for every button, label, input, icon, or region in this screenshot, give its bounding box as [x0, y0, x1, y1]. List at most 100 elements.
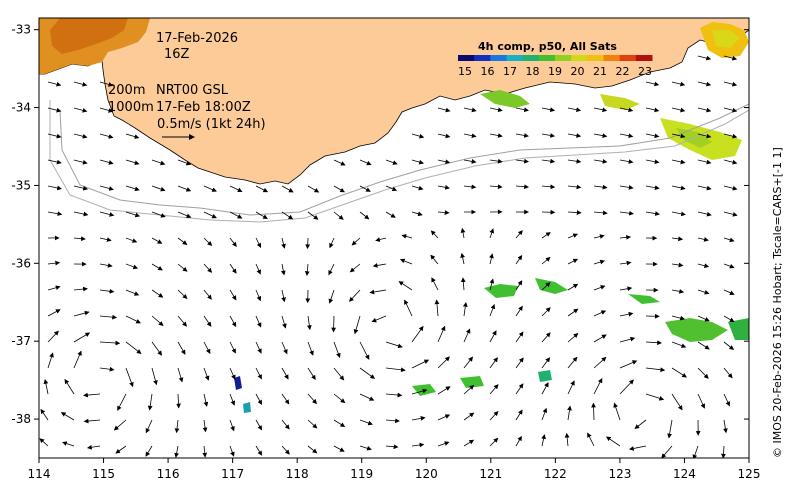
colorbar-tick-label: 22: [616, 65, 630, 78]
current-arrow: [229, 315, 237, 328]
current-arrow: [151, 341, 163, 356]
current-arrow: [115, 445, 127, 454]
current-arrow: [437, 107, 451, 113]
current-arrow: [593, 133, 608, 138]
credit-label: © IMOS 20-Feb-2026 15:26 Hobart; Tscale=…: [771, 147, 784, 458]
current-arrow: [515, 107, 529, 113]
current-arrow: [151, 185, 166, 192]
current-arrow: [307, 445, 318, 454]
current-arrow: [359, 211, 370, 220]
current-arrow: [613, 402, 621, 421]
current-arrow: [593, 210, 608, 216]
current-arrow: [723, 393, 730, 407]
current-arrow: [515, 383, 524, 395]
current-arrow: [645, 367, 666, 373]
current-arrow: [697, 107, 712, 113]
current-arrow: [281, 237, 286, 249]
colorbar-swatch: [619, 55, 637, 61]
current-arrow: [73, 81, 88, 87]
hour-label: 16Z: [164, 47, 190, 62]
current-arrow: [255, 419, 263, 431]
sst-patch-northeast-core: [712, 30, 740, 48]
current-arrow: [399, 258, 413, 265]
current-arrow: [99, 340, 121, 346]
current-arrow: [671, 81, 686, 87]
current-arrow: [47, 285, 61, 291]
current-arrow: [593, 184, 608, 190]
sst-patch-offshore-9: [234, 376, 242, 390]
current-arrow: [411, 211, 423, 217]
current-arrow: [307, 341, 314, 356]
current-arrow: [125, 185, 140, 192]
current-arrow: [671, 341, 687, 348]
colorbar-tick-label: 15: [458, 65, 472, 78]
scale-label: 0.5m/s (1kt 24h): [157, 117, 266, 132]
current-arrow: [349, 263, 361, 273]
current-arrow: [329, 237, 335, 249]
current-arrow: [723, 211, 738, 217]
x-axis: 114 115 116 117 118 119 120 121 122 123 124 125: [28, 458, 760, 481]
current-arrow: [385, 211, 396, 218]
colorbar-tick-label: 21: [593, 65, 607, 78]
current-arrow: [697, 159, 712, 165]
colorbar-labels: 15 16 17 18 19 20 21 22 23: [458, 65, 652, 78]
current-arrow: [331, 315, 337, 333]
current-arrow: [697, 55, 712, 61]
current-arrow: [645, 393, 665, 401]
current-arrow: [229, 419, 235, 432]
current-arrow: [99, 81, 114, 87]
current-arrow: [411, 325, 424, 343]
colorbar-tick-label: 20: [571, 65, 585, 78]
current-arrow: [515, 305, 523, 317]
current-arrow: [280, 263, 286, 276]
current-arrow: [47, 81, 62, 87]
current-arrow: [671, 107, 686, 113]
current-arrow: [229, 263, 237, 274]
current-arrow: [541, 434, 546, 447]
current-arrow: [567, 333, 579, 343]
current-arrow: [73, 332, 91, 343]
current-arrow: [515, 158, 529, 164]
current-arrow: [697, 341, 710, 350]
current-arrow: [587, 432, 595, 447]
current-arrow: [369, 289, 387, 295]
current-arrow: [147, 393, 153, 411]
contour-200m: [59, 103, 749, 216]
current-arrow: [117, 393, 127, 411]
depth-label-200: 200m: [108, 83, 145, 98]
current-arrow: [151, 367, 158, 386]
current-arrow: [515, 230, 523, 239]
x-tick-label: 114: [28, 467, 51, 481]
current-arrow: [567, 356, 578, 369]
current-arrow: [723, 367, 733, 379]
current-arrow: [567, 184, 582, 190]
current-arrow: [671, 315, 686, 321]
current-arrow: [697, 211, 712, 217]
current-arrow: [229, 237, 237, 248]
current-arrow: [593, 234, 605, 239]
y-tick-label: -35: [11, 178, 31, 192]
current-arrow: [99, 237, 112, 242]
current-arrow: [671, 211, 686, 217]
current-arrow: [307, 211, 319, 220]
current-arrow: [99, 107, 114, 113]
current-arrow: [645, 107, 660, 113]
current-arrow: [333, 419, 346, 428]
current-arrow: [255, 289, 262, 302]
current-arrow: [661, 445, 673, 458]
current-arrow: [176, 393, 181, 409]
current-arrow: [73, 310, 90, 317]
current-arrow: [515, 409, 523, 421]
current-arrow: [541, 357, 551, 369]
current-arrow: [723, 237, 735, 243]
sst-patch-offshore-8: [460, 376, 484, 388]
current-arrow: [463, 107, 477, 113]
current-arrow: [125, 237, 138, 243]
current-arrow: [73, 286, 88, 292]
current-arrow: [43, 378, 49, 395]
y-tick-label: -33: [11, 23, 31, 37]
current-arrow: [307, 185, 320, 193]
x-tick-label: 119: [350, 467, 373, 481]
current-arrow: [721, 445, 726, 458]
current-arrow: [60, 412, 75, 421]
